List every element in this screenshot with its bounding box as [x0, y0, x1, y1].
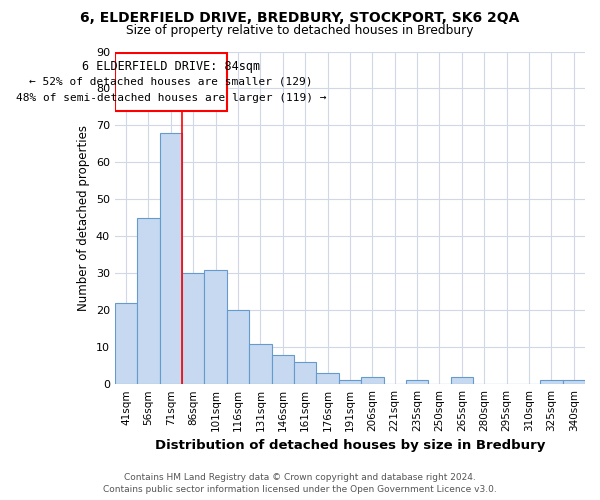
Bar [272, 354, 294, 384]
Text: Size of property relative to detached houses in Bredbury: Size of property relative to detached ho… [126, 24, 474, 37]
Bar [406, 380, 428, 384]
Bar [205, 270, 227, 384]
Bar [316, 373, 339, 384]
Bar [451, 377, 473, 384]
X-axis label: Distribution of detached houses by size in Bredbury: Distribution of detached houses by size … [155, 440, 545, 452]
Text: ← 52% of detached houses are smaller (129): ← 52% of detached houses are smaller (12… [29, 76, 313, 86]
Bar [361, 377, 383, 384]
Text: 48% of semi-detached houses are larger (119) →: 48% of semi-detached houses are larger (… [16, 94, 326, 104]
Bar [137, 218, 160, 384]
Text: 6, ELDERFIELD DRIVE, BREDBURY, STOCKPORT, SK6 2QA: 6, ELDERFIELD DRIVE, BREDBURY, STOCKPORT… [80, 11, 520, 25]
Bar [160, 133, 182, 384]
Bar [294, 362, 316, 384]
Bar [563, 380, 585, 384]
Bar [115, 303, 137, 384]
Y-axis label: Number of detached properties: Number of detached properties [77, 125, 91, 311]
FancyBboxPatch shape [115, 54, 227, 110]
Bar [182, 274, 205, 384]
Bar [249, 344, 272, 384]
Bar [540, 380, 563, 384]
Text: Contains HM Land Registry data © Crown copyright and database right 2024.
Contai: Contains HM Land Registry data © Crown c… [103, 472, 497, 494]
Bar [227, 310, 249, 384]
Text: 6 ELDERFIELD DRIVE: 84sqm: 6 ELDERFIELD DRIVE: 84sqm [82, 60, 260, 73]
Bar [339, 380, 361, 384]
